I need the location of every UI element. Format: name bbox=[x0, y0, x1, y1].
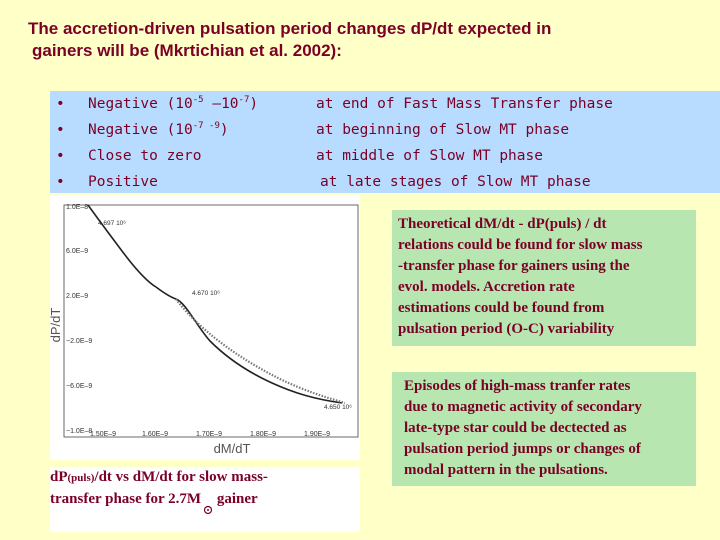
plot-xtick: 1.50E–9 bbox=[90, 431, 116, 438]
theory-note-box: Theoretical dM/dt - dP(puls) / dt relati… bbox=[392, 210, 696, 346]
bullet-dot: • bbox=[56, 148, 65, 164]
sun-icon bbox=[203, 505, 213, 515]
slide-title: The accretion-driven pulsation period ch… bbox=[28, 18, 688, 62]
bullet-phase: at end of Fast Mass Transfer phase bbox=[316, 96, 613, 112]
plot-xtick: 1.90E–9 bbox=[304, 431, 330, 438]
title-line-1: The accretion-driven pulsation period ch… bbox=[28, 19, 552, 38]
plot-ytick: 1.0E–8 bbox=[66, 204, 88, 211]
bullet-phase: at middle of Slow MT phase bbox=[316, 148, 543, 164]
theory-line: -transfer phase for gainers using the bbox=[398, 258, 630, 274]
plot-ytick: 2.0E–9 bbox=[66, 293, 88, 300]
model-dotted-curve bbox=[175, 298, 346, 405]
theory-line: pulsation period (O-C) variability bbox=[398, 321, 615, 337]
bullet-condition: Positive bbox=[88, 174, 158, 190]
bullet-condition: Close to zero bbox=[88, 148, 202, 164]
theory-line: relations could be found for slow mass bbox=[398, 237, 643, 253]
bullet-phase: at beginning of Slow MT phase bbox=[316, 122, 570, 138]
bullet-condition: Negative (10-5 –10-7) bbox=[88, 95, 259, 113]
plot-ytick: −6.0E–9 bbox=[66, 383, 92, 390]
theory-line: estimations could be found from bbox=[398, 300, 605, 316]
bullet-phase: at late stages of Slow MT phase bbox=[320, 174, 591, 190]
plot-annotation: 4.697 10⁶ bbox=[98, 220, 126, 227]
episodes-line: Episodes of high-mass tranfer rates bbox=[404, 378, 631, 394]
bullet-dot: • bbox=[56, 174, 65, 190]
dp-dm-plot: dP/dT dM/dT 1.0E–8 6.0E–9 2.0E–9 −2.0E–9… bbox=[48, 195, 360, 460]
title-line-2: gainers will be (Mkrtichian et al. 2002)… bbox=[32, 41, 342, 60]
episodes-line: late-type star could be dectected as bbox=[404, 420, 627, 436]
bullet-dot: • bbox=[56, 96, 65, 112]
plot-ytick: −1.0E–8 bbox=[66, 428, 92, 435]
plot-xtick: 1.70E–9 bbox=[196, 431, 222, 438]
episodes-note-box: Episodes of high-mass tranfer rates due … bbox=[392, 372, 696, 486]
plot-ytick: −2.0E–9 bbox=[66, 338, 92, 345]
plot-xlabel: dM/dT bbox=[214, 441, 251, 456]
plot-ytick: 6.0E–9 bbox=[66, 248, 88, 255]
plot-annotation: 4.670 10⁶ bbox=[192, 290, 220, 297]
plot-svg: dP/dT dM/dT 1.0E–8 6.0E–9 2.0E–9 −2.0E–9… bbox=[48, 204, 359, 456]
bullet-dot: • bbox=[56, 122, 65, 138]
theory-line: Theoretical dM/dt - dP(puls) / dt bbox=[398, 216, 607, 232]
plot-ylabel: dP/dT bbox=[50, 308, 63, 343]
plot-xtick: 1.60E–9 bbox=[142, 431, 168, 438]
episodes-line: modal pattern in the pulsations. bbox=[404, 462, 608, 478]
episodes-line: due to magnetic activity of secondary bbox=[404, 399, 642, 415]
plot-frame bbox=[63, 204, 359, 438]
plot-caption: dP(puls)/dt vs dM/dt for slow mass- tran… bbox=[50, 467, 360, 532]
bullet-list: • Negative (10-5 –10-7) at end of Fast M… bbox=[50, 91, 720, 193]
plot-xtick: 1.80E–9 bbox=[250, 431, 276, 438]
plot-annotation: 4.650 10⁶ bbox=[324, 404, 352, 411]
theory-line: evol. models. Accretion rate bbox=[398, 279, 575, 295]
episodes-line: pulsation period jumps or changes of bbox=[404, 441, 641, 457]
bullet-condition: Negative (10-7 -9) bbox=[88, 121, 229, 139]
model-curve bbox=[87, 204, 343, 404]
